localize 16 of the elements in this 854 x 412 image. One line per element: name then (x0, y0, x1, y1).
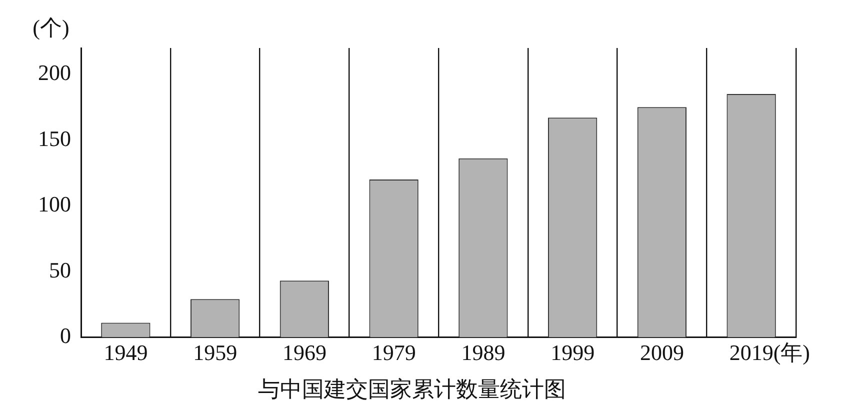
x-tick-label: 1949 (104, 340, 148, 366)
x-tick-label: 1959 (193, 340, 238, 366)
y-tick-label: 0 (60, 322, 71, 348)
text: 与中国建交国家累计数量统计图 (258, 378, 566, 403)
x-axis-title: (年) (773, 340, 810, 365)
y-tick-label: 150 (38, 126, 71, 151)
x-tick-label: 1999 (550, 340, 595, 366)
y-tick-label: 200 (38, 60, 71, 86)
y-tick-label: 50 (49, 257, 71, 282)
x-tick-label: 2009 (640, 340, 684, 366)
x-tick-label: 1979 (372, 340, 416, 366)
x-tick-label: 2019 (729, 340, 774, 366)
y-tick-label: 100 (38, 192, 71, 217)
x-tick-label: 1989 (461, 340, 506, 366)
x-tick-label: 1969 (282, 340, 326, 366)
y-axis-title: (个) (32, 14, 70, 40)
